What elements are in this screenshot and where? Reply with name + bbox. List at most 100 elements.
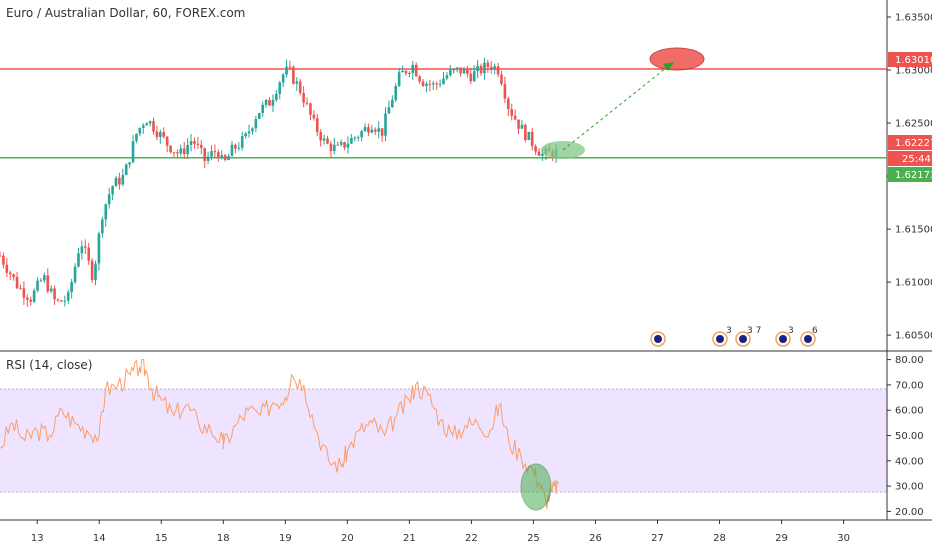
candle-body bbox=[128, 162, 131, 165]
candle-body bbox=[5, 264, 9, 273]
candle-body bbox=[29, 299, 33, 302]
x-tick-label: 21 bbox=[403, 533, 416, 544]
rsi-tick-label: 50.00 bbox=[895, 431, 924, 442]
candle-body bbox=[336, 144, 340, 146]
candle-body bbox=[77, 253, 80, 267]
candle-body bbox=[435, 83, 438, 85]
candle-body bbox=[333, 144, 336, 152]
candle-body bbox=[66, 292, 70, 301]
target-ellipse[interactable] bbox=[649, 47, 705, 71]
candle-body bbox=[322, 138, 326, 141]
candle-body bbox=[172, 152, 176, 154]
candle-body bbox=[162, 132, 166, 137]
candle-body bbox=[94, 263, 97, 281]
candle-body bbox=[186, 144, 189, 155]
candle-body bbox=[530, 131, 534, 147]
candle-body bbox=[486, 62, 490, 68]
candle-body bbox=[15, 276, 19, 289]
countdown-tag bbox=[888, 151, 932, 166]
candle-body bbox=[257, 112, 261, 119]
event-count: 3 bbox=[726, 326, 732, 336]
candle-body bbox=[517, 119, 520, 129]
candle-body bbox=[135, 133, 138, 142]
candle-body bbox=[483, 62, 486, 74]
candle-body bbox=[63, 300, 67, 302]
x-tick-label: 20 bbox=[341, 533, 354, 544]
candle-body bbox=[70, 282, 73, 293]
candle-body bbox=[404, 70, 408, 74]
projection-arrow[interactable] bbox=[562, 63, 672, 151]
candle-body bbox=[121, 175, 125, 185]
candle-body bbox=[397, 72, 401, 87]
candle-body bbox=[507, 98, 510, 110]
rsi-tick-label: 70.00 bbox=[895, 380, 924, 391]
candle-body bbox=[367, 127, 370, 133]
countdown-label: 25:44 bbox=[902, 154, 931, 165]
support-price-label: 1.62173 bbox=[895, 170, 932, 181]
candle-body bbox=[278, 82, 282, 94]
candle-body bbox=[489, 67, 493, 70]
x-tick-label: 29 bbox=[775, 533, 788, 544]
candle-body bbox=[49, 288, 53, 292]
candle-body bbox=[220, 155, 224, 159]
candle-body bbox=[537, 151, 541, 156]
candle-body bbox=[315, 118, 319, 133]
candle-body bbox=[534, 146, 537, 152]
candle-body bbox=[189, 141, 193, 145]
candle-body bbox=[356, 137, 360, 139]
candle-body bbox=[196, 143, 200, 145]
candle-body bbox=[19, 288, 22, 290]
candle-body bbox=[155, 131, 159, 137]
candle-body bbox=[421, 81, 425, 87]
candle-body bbox=[247, 131, 251, 134]
candle-body bbox=[56, 299, 60, 301]
event-count: 3 7 bbox=[747, 326, 761, 336]
candle-body bbox=[22, 288, 26, 298]
candle-body bbox=[431, 83, 435, 85]
candle-body bbox=[32, 290, 36, 302]
candle-body bbox=[353, 137, 357, 139]
candle-body bbox=[104, 204, 108, 220]
candle-body bbox=[244, 133, 247, 137]
y-tick-label: 1.62500 bbox=[895, 119, 932, 130]
candle-body bbox=[111, 186, 114, 195]
time-axis-ticks: 13 14 15 18 19 20 21 22 25 26 27 28 29 30 bbox=[31, 520, 850, 544]
candle-body bbox=[39, 280, 43, 282]
event-flag-icon bbox=[739, 335, 747, 343]
rsi-line bbox=[0, 359, 559, 510]
candle-body bbox=[199, 144, 203, 149]
candle-body bbox=[240, 136, 244, 148]
y-tick-label: 1.61000 bbox=[895, 278, 932, 289]
x-tick-label: 13 bbox=[31, 533, 44, 544]
candle-body bbox=[101, 219, 104, 234]
candle-body bbox=[476, 65, 479, 72]
rsi-tick-label: 20.00 bbox=[895, 507, 924, 518]
candle-body bbox=[428, 83, 432, 85]
candle-body bbox=[179, 148, 183, 154]
candle-body bbox=[455, 67, 459, 70]
x-tick-label: 27 bbox=[651, 533, 664, 544]
event-markers[interactable]: 3 3 7 3 6 bbox=[650, 326, 818, 347]
candle-body bbox=[363, 127, 367, 132]
candle-body bbox=[2, 255, 5, 265]
candle-body bbox=[271, 99, 275, 106]
candle-body bbox=[343, 142, 346, 148]
candle-body bbox=[418, 76, 421, 82]
candle-body bbox=[387, 107, 391, 114]
candle-body bbox=[452, 69, 456, 71]
chart-title: Euro / Australian Dollar, 60, FOREX.com bbox=[6, 6, 246, 20]
candle-body bbox=[414, 64, 418, 77]
resistance-price-tag bbox=[888, 52, 932, 67]
candle-body bbox=[377, 128, 380, 132]
current-price-tag bbox=[888, 135, 932, 150]
candle-body bbox=[292, 66, 295, 84]
candle-body bbox=[73, 266, 77, 283]
candle-body bbox=[131, 141, 135, 163]
candle-body bbox=[449, 70, 452, 76]
candle-body bbox=[0, 255, 2, 257]
x-tick-label: 15 bbox=[155, 533, 168, 544]
candle-body bbox=[25, 297, 29, 300]
rsi-ellipse[interactable] bbox=[520, 463, 552, 511]
candle-body bbox=[319, 132, 322, 141]
projection-arrowhead bbox=[663, 62, 674, 71]
